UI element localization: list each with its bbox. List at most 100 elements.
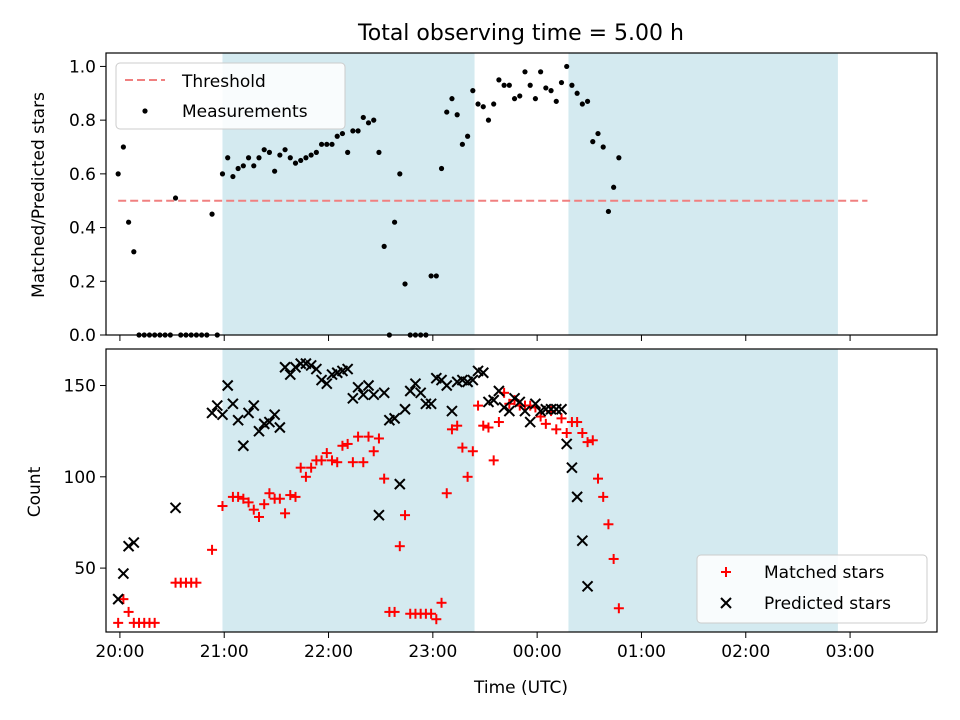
bottom-panel: 50 100 150 20:00 21:00 22:00 23:00 00:00 01:00 02… [64, 348, 938, 662]
predicted-star-point-b [248, 399, 260, 412]
measurement-point [329, 141, 335, 147]
predicted-star-point-b [519, 405, 531, 417]
top-ytick-label: 0.2 [69, 272, 96, 292]
measurement-point [256, 155, 262, 161]
predicted-star-point-b [435, 374, 448, 386]
measurement-point [219, 171, 226, 177]
measurement-point [324, 141, 330, 147]
matched-star-point [603, 519, 614, 530]
measurement-point [506, 82, 512, 88]
predicted-star-point-b [456, 374, 469, 386]
predicted-star-point [237, 440, 250, 452]
predicted-star-point [341, 363, 354, 375]
predicted-star-point [347, 392, 359, 405]
matched-star-point [608, 553, 619, 564]
predicted-star-point [295, 357, 307, 370]
matched-star-point [587, 435, 598, 446]
matched-star-point [577, 427, 588, 438]
matched-star-point [300, 471, 311, 482]
measurement-point [459, 141, 465, 147]
predicted-star-point-b [253, 425, 265, 437]
predicted-star-point [368, 388, 380, 401]
top-legend-box [115, 62, 346, 130]
bottom-xtick-label: 01:00 [617, 642, 666, 662]
predicted-star-point [394, 478, 406, 490]
predicted-star-point [404, 385, 416, 397]
bottom-legend: Matched stars Predicted stars [696, 554, 928, 624]
matched-star-point [368, 446, 379, 457]
predicted-star-point [242, 407, 255, 419]
predicted-star-point-b [112, 593, 124, 605]
bottom-xtick-label: 21:00 [200, 642, 249, 662]
measurement-point [360, 114, 366, 121]
bottom-xtick-label: 03:00 [826, 642, 875, 662]
matched-star-point [436, 597, 447, 608]
predicted-star-point [519, 405, 531, 417]
predicted-star-point-b [300, 357, 312, 370]
measurement-point [272, 168, 278, 174]
measurement-point [334, 133, 340, 139]
measurement-point [318, 141, 325, 147]
matched-star-point [363, 431, 374, 442]
matched-star-point [582, 437, 593, 448]
predicted-star-point [122, 540, 135, 552]
predicted-star-point-b [425, 398, 437, 410]
matched-star-point [274, 493, 285, 504]
measurement-point [365, 120, 372, 126]
matched-star-point [467, 446, 478, 457]
matched-star-point [446, 424, 457, 435]
matched-star-point [264, 488, 275, 499]
bottom-xtick-label: 22:00 [304, 642, 353, 662]
bottom-axes-frame [105, 348, 938, 633]
predicted-star-point-b [581, 580, 594, 593]
matched-star-point [191, 577, 202, 588]
predicted-star-point-b [409, 377, 422, 390]
predicted-star-point-b [341, 363, 354, 375]
matched-star-point [452, 420, 463, 431]
predicted-star-point [493, 385, 505, 397]
predicted-star-point [524, 416, 536, 428]
predicted-star-point-b [315, 374, 328, 386]
bottom-xtick-label: 23:00 [408, 642, 457, 662]
measurement-point [611, 184, 617, 190]
predicted-star-point [498, 401, 510, 414]
matched-star-point [295, 462, 306, 473]
predicted-star-point-b [368, 388, 380, 401]
predicted-star-point-b [305, 359, 317, 372]
measurement-point [266, 149, 273, 155]
predicted-star-point [420, 398, 432, 410]
predicted-star-point [169, 502, 182, 514]
predicted-star-point-b [493, 385, 505, 397]
predicted-star-point [503, 405, 516, 417]
matched-star-point [113, 617, 124, 628]
measurement-point [428, 273, 434, 279]
measurement-point [350, 128, 356, 134]
predicted-star-point [128, 536, 140, 549]
measurement-point [470, 88, 476, 94]
predicted-star-point [112, 593, 124, 605]
predicted-star-point-b [540, 403, 552, 415]
matched-star-point [598, 491, 609, 502]
predicted-star-point [305, 359, 317, 372]
matched-star-point [149, 617, 160, 628]
predicted-star-point-b [550, 403, 562, 415]
predicted-star-point [487, 394, 500, 406]
matched-star-point [243, 497, 254, 508]
predicted-star-point-b [399, 403, 411, 415]
predicted-star-point-b [263, 416, 276, 428]
matched-star-point [285, 490, 296, 501]
measurement-point [240, 163, 246, 169]
matched-star-point [290, 491, 301, 502]
figure-title: Total observing time = 5.00 h [357, 21, 684, 46]
predicted-star-point [315, 374, 328, 386]
measurement-point [282, 147, 288, 153]
top-ytick-label: 0.8 [69, 111, 96, 131]
measurement-point [584, 98, 591, 104]
predicted-star-point-b [441, 379, 453, 392]
matched-star-point [316, 455, 327, 466]
measurement-point [120, 144, 126, 150]
predicted-star-point [221, 379, 234, 392]
measurement-point [475, 101, 481, 107]
matched-star-point [306, 462, 317, 473]
predicted-star-point-b [122, 540, 135, 552]
